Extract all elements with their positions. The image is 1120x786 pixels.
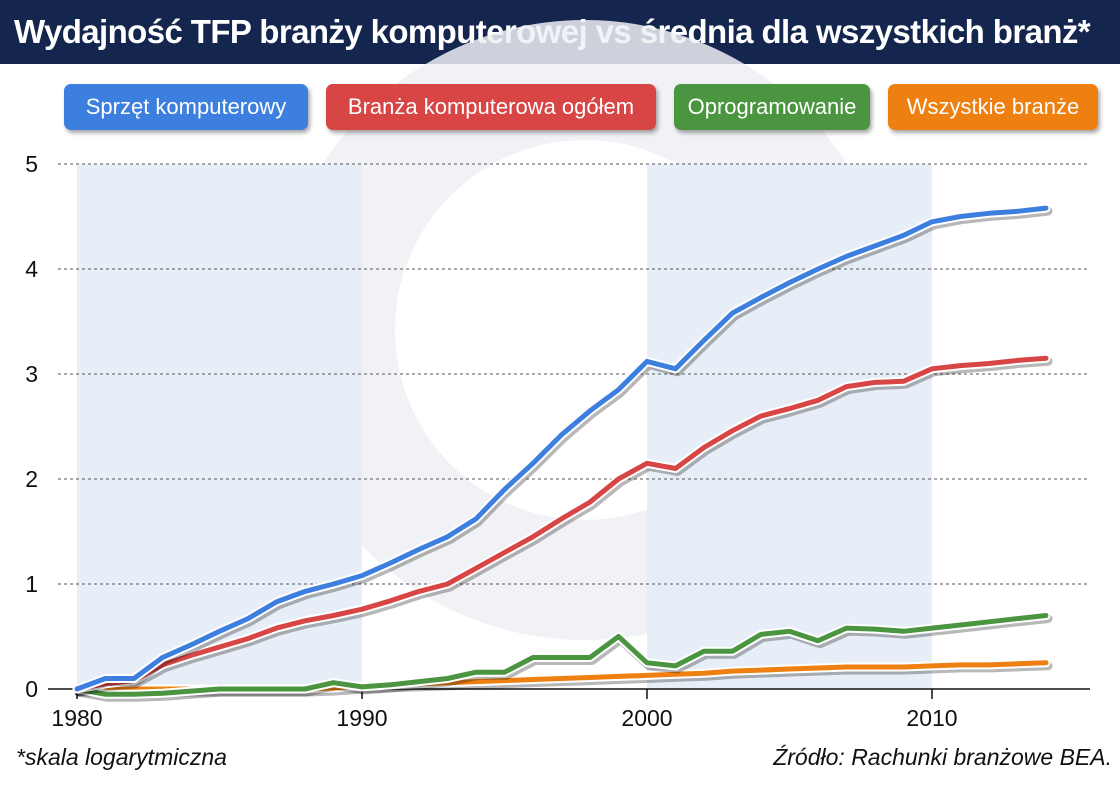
legend-item-1: Branża komputerowa ogółem [326, 84, 656, 130]
legend-item-0: Sprzęt komputerowy [64, 84, 308, 130]
legend-label: Oprogramowanie [687, 94, 857, 119]
shaded-period-1 [647, 164, 932, 689]
y-tick-label-1: 1 [25, 571, 38, 597]
y-tick-label-5: 5 [25, 151, 38, 177]
series-line-1 [74, 355, 1049, 692]
legend-item-3: Wszystkie branże [888, 84, 1098, 130]
y-tick-label-0: 0 [25, 676, 38, 702]
shaded-period-0 [77, 164, 362, 689]
x-tick-label-2010: 2010 [906, 705, 957, 731]
legend-label: Sprzęt komputerowy [85, 94, 287, 119]
series-line-2 [74, 613, 1049, 697]
y-tick-label-3: 3 [25, 361, 38, 387]
y-tick-label-4: 4 [25, 256, 38, 282]
series-line-0 [74, 205, 1049, 692]
x-tick-label-2000: 2000 [621, 705, 672, 731]
chart-legend: Sprzęt komputerowy Branża komputerowa ogó… [0, 84, 1120, 134]
legend-item-2: Oprogramowanie [674, 84, 870, 130]
x-tick-label-1980: 1980 [51, 705, 102, 731]
log-scale-footnote: *skala logarytmiczna [16, 744, 227, 770]
legend-label: Branża komputerowa ogółem [347, 94, 635, 119]
source-note: Źródło: Rachunki branżowe BEA. [773, 744, 1112, 770]
y-tick-label-2: 2 [25, 466, 38, 492]
x-tick-label-1990: 1990 [336, 705, 387, 731]
legend-label: Wszystkie branże [906, 94, 1080, 119]
